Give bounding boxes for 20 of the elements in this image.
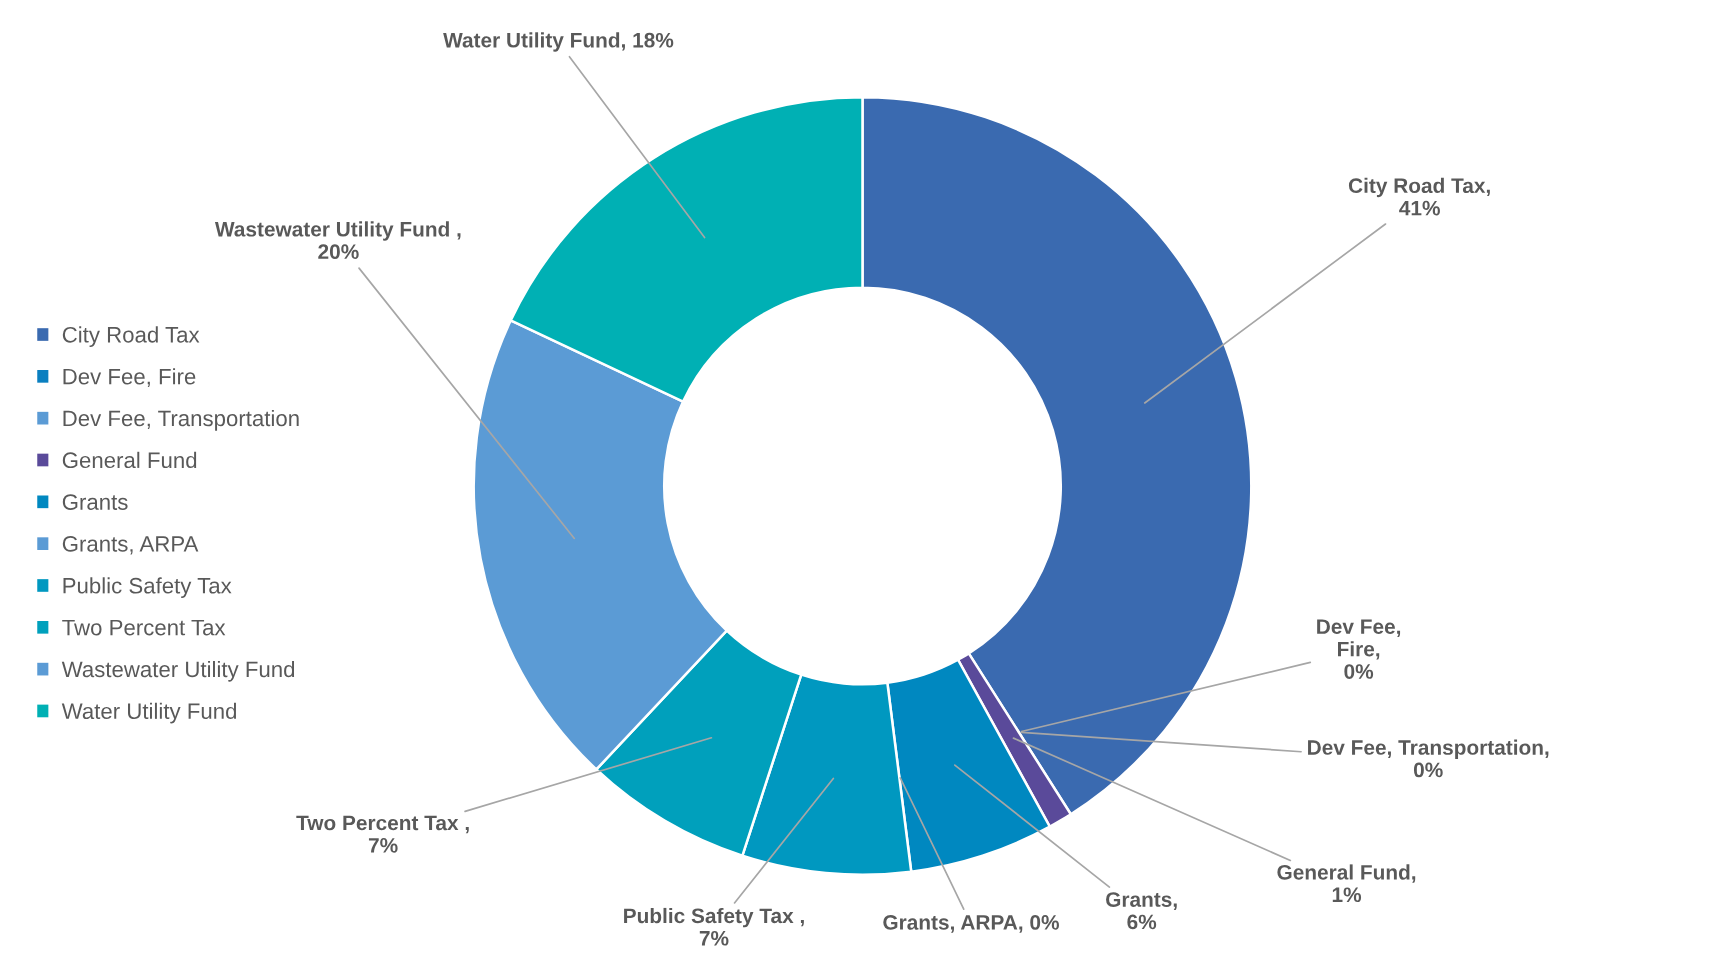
legend-label: Water Utility Fund (61, 702, 237, 724)
legend-label: Two Percent Tax (62, 619, 226, 636)
legend-label: Dev Fee, Transportation (63, 409, 299, 431)
data-label: City Road Tax, 41% (1348, 177, 1490, 216)
legend-label: Grants, ARPA (62, 536, 199, 555)
legend-label: General Fund (62, 451, 197, 469)
data-label: Grants, 6% (1106, 892, 1177, 930)
data-label: Two Percent Tax , 7% (296, 815, 469, 853)
data-label: General Fund, 1% (1277, 864, 1416, 903)
legend-label: Public Safety Tax (63, 577, 232, 598)
legend-label: Grants (62, 494, 128, 510)
text: Dev Fee, Fire, 0% (1317, 619, 1401, 679)
data-label: Wastewater Utility Fund , 20% (214, 221, 461, 260)
legend-label: Dev Fee, Fire (63, 368, 196, 388)
legend-label: City Road Tax (62, 326, 200, 348)
data-label: Public Safety Tax , 7% (624, 907, 804, 946)
text: Dev Fee, Transportation, 0% (1308, 739, 1549, 778)
text: Grants, ARPA, 0% (883, 915, 1059, 933)
legend-label: Wastewater Utility Fund (61, 660, 295, 682)
data-label: Water Utility Fund, 18% (443, 32, 674, 52)
